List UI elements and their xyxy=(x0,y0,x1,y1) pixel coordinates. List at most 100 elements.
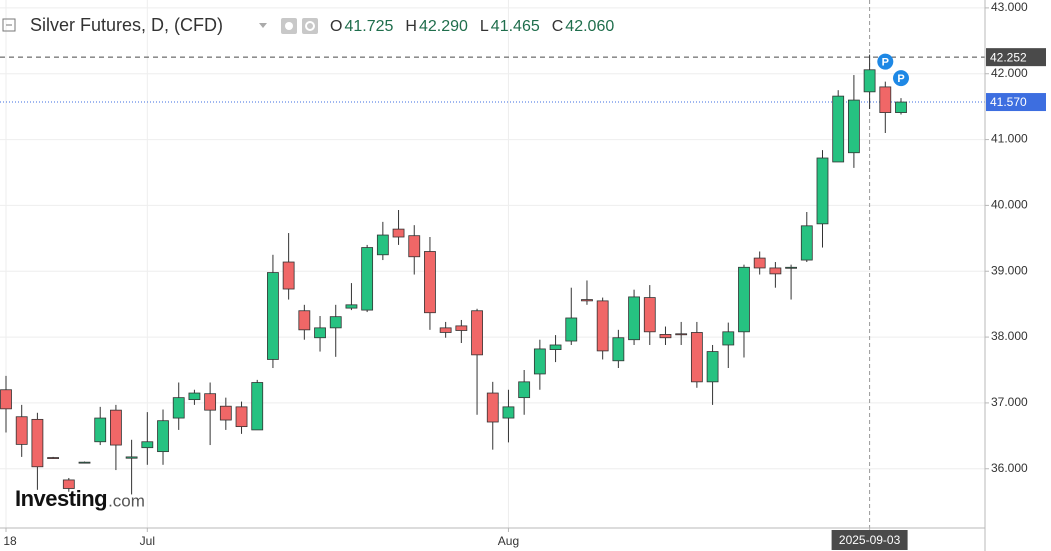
candle-body xyxy=(267,272,279,360)
eye-icon-pupil xyxy=(285,22,293,30)
event-marker xyxy=(877,53,894,70)
settings-icon[interactable] xyxy=(302,18,318,34)
y-tick-label: 36.000 xyxy=(991,461,1028,475)
candle-body xyxy=(78,461,91,464)
chart-title: Silver Futures, D, (CFD) xyxy=(30,15,223,35)
collapse-icon[interactable] xyxy=(2,18,16,32)
event-marker xyxy=(893,70,909,87)
candle-body xyxy=(675,333,688,336)
legend-key: O xyxy=(330,18,342,35)
legend-key: H xyxy=(405,18,417,35)
candle-body xyxy=(345,304,358,309)
event-marker-label: P xyxy=(882,57,889,69)
x-tick-label: 2025-09-03 xyxy=(839,533,901,547)
candle-body xyxy=(62,479,75,489)
candle-body xyxy=(282,261,295,290)
candle-body xyxy=(643,297,656,333)
y-tick-label: 41.000 xyxy=(991,132,1028,146)
candle-body xyxy=(408,235,421,258)
candle-body xyxy=(47,457,60,459)
candle-body xyxy=(157,420,169,453)
candle-body xyxy=(125,456,138,459)
watermark-brand: Investing xyxy=(15,486,107,511)
candle-body xyxy=(628,296,640,341)
y-tick-label: 39.000 xyxy=(991,263,1028,277)
candle-body xyxy=(141,441,154,449)
legend-key: C xyxy=(552,18,564,35)
candle-body xyxy=(204,393,217,411)
candle-body xyxy=(424,251,436,314)
y-tick-label: 38.000 xyxy=(991,329,1028,343)
candle-body xyxy=(15,416,28,445)
ohlc-legend: O 41.725 H 42.290 L 41.465 C 42.060 xyxy=(330,18,614,35)
candle-body xyxy=(847,99,860,154)
y-tick-label: 42.000 xyxy=(991,66,1028,80)
candle-body xyxy=(486,392,499,423)
candle-body xyxy=(738,266,750,333)
candle-body xyxy=(298,310,311,331)
dropdown-arrow[interactable] xyxy=(259,23,267,28)
candle-body xyxy=(785,266,797,269)
candle-body xyxy=(690,332,703,383)
axes: 36.000 37.000 38.000 39.000 40.000 41.000 42.0… xyxy=(3,0,1046,550)
candle-body xyxy=(549,344,562,350)
candle-body xyxy=(329,316,342,329)
price-label: 42.252 xyxy=(990,50,1027,64)
legend-key: L xyxy=(480,18,489,35)
candle-body xyxy=(172,397,185,419)
event-marker-label: P xyxy=(897,73,904,85)
plot: PP xyxy=(0,0,985,528)
x-tick-label: 18 xyxy=(3,534,17,548)
candle-body xyxy=(502,406,515,419)
candle-body xyxy=(235,406,248,428)
candle-body xyxy=(376,234,389,256)
candle-body xyxy=(706,351,719,383)
grid xyxy=(0,0,985,528)
y-tick-label: 40.000 xyxy=(991,198,1028,212)
candle-body xyxy=(439,327,452,333)
candle-body xyxy=(31,418,44,468)
price-label-box xyxy=(986,93,1046,112)
candle-body xyxy=(596,300,609,352)
candle-body xyxy=(581,299,593,302)
candle-body xyxy=(471,310,483,356)
candle-body xyxy=(769,267,782,275)
candle-body xyxy=(753,257,766,269)
candle-body xyxy=(816,157,829,225)
price-label-box xyxy=(986,48,1046,67)
candle-body xyxy=(533,348,546,375)
crosshair-date-box xyxy=(831,530,908,550)
legend-value: 42.060 xyxy=(565,18,614,35)
candle-body xyxy=(219,405,232,421)
candle-body xyxy=(361,247,374,311)
candle-body xyxy=(518,381,531,399)
y-tick-label: 43.000 xyxy=(991,0,1028,14)
candle-body xyxy=(895,101,907,113)
candle-body xyxy=(455,325,468,331)
candle-body xyxy=(0,389,12,410)
candle-body xyxy=(110,409,122,446)
x-tick-label: Jul xyxy=(140,534,155,548)
candle-body xyxy=(612,337,625,362)
price-label: 41.570 xyxy=(990,95,1027,109)
legend-value: 41.465 xyxy=(491,18,540,35)
y-tick-label: 37.000 xyxy=(991,395,1028,409)
candle-body xyxy=(565,317,578,342)
candle-body xyxy=(863,69,876,93)
watermark-domain: .com xyxy=(108,491,145,510)
candle-body xyxy=(832,95,845,163)
candle-body xyxy=(800,225,813,261)
candle-body xyxy=(251,382,264,431)
x-tick-label: Aug xyxy=(498,534,519,548)
candle-body xyxy=(722,331,735,346)
candle-body xyxy=(94,417,107,443)
candle-body xyxy=(659,334,672,339)
candle-body xyxy=(188,392,201,401)
legend-value: 41.725 xyxy=(344,18,393,35)
settings-icon-gear xyxy=(305,21,315,31)
candle-body xyxy=(314,327,326,339)
candle-body xyxy=(392,228,405,238)
legend-value: 42.290 xyxy=(419,18,468,35)
candle-body xyxy=(879,86,892,113)
